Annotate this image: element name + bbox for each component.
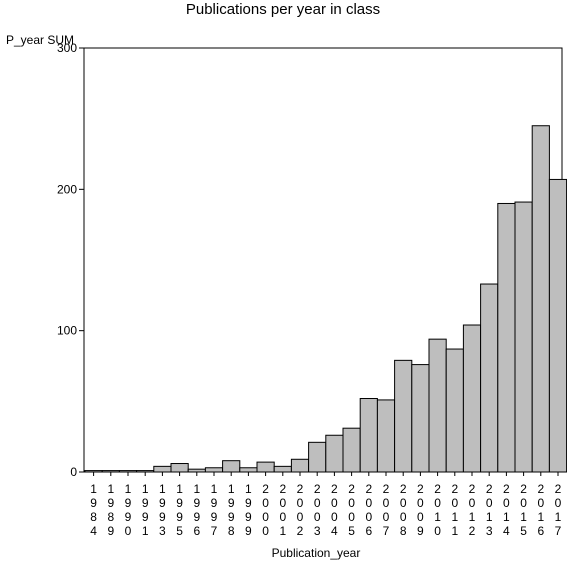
bar-2016 bbox=[531, 125, 550, 473]
bar-2005 bbox=[342, 427, 361, 473]
bar-1998 bbox=[222, 460, 241, 473]
y-axis-label: P_year SUM bbox=[6, 33, 74, 47]
bar-2014 bbox=[497, 202, 516, 473]
bar-2011 bbox=[445, 348, 464, 473]
bar-2003 bbox=[308, 441, 327, 473]
x-axis-label: Publication_year bbox=[272, 546, 361, 560]
bars bbox=[84, 125, 567, 473]
bar-2002 bbox=[290, 458, 310, 473]
bar-1996 bbox=[187, 468, 206, 473]
bar-2000 bbox=[256, 461, 275, 473]
bar-1989 bbox=[101, 470, 120, 473]
bar-1990 bbox=[118, 470, 138, 473]
y-axis-ticks: 0 100 200 300 bbox=[57, 41, 84, 479]
bar-2017 bbox=[548, 178, 567, 473]
bar-2010 bbox=[428, 338, 447, 473]
y-tick-label-100: 100 bbox=[57, 324, 77, 338]
bar-1997 bbox=[204, 467, 224, 473]
bar-2009 bbox=[411, 364, 430, 473]
bar-1995 bbox=[170, 463, 189, 473]
chart-title: Publications per year in class bbox=[186, 1, 380, 18]
bar-2015 bbox=[514, 201, 533, 473]
bar-2004 bbox=[325, 434, 344, 473]
bar-2013 bbox=[480, 283, 499, 473]
bar-2008 bbox=[394, 359, 413, 473]
x-axis-ticks: 1 9 8 4 1 9 8 9 1 9 9 0 1 9 9 1 1 9 9 3 1 9 9 5 1 9 9 6 1 9 9 7 1 9 9 8 1 9 9 9… bbox=[90, 472, 562, 538]
bar-1984 bbox=[84, 470, 103, 473]
bar-1991 bbox=[136, 470, 155, 473]
bar-2006 bbox=[359, 398, 378, 473]
bar-2012 bbox=[462, 324, 482, 473]
bar-2007 bbox=[376, 399, 396, 473]
bar-1999 bbox=[239, 467, 258, 473]
y-tick-label-300: 300 bbox=[57, 41, 77, 55]
bar-2001 bbox=[273, 465, 292, 473]
y-tick-label-200: 200 bbox=[57, 182, 77, 196]
y-tick-label-0: 0 bbox=[70, 465, 77, 479]
bar-1993 bbox=[153, 465, 172, 473]
